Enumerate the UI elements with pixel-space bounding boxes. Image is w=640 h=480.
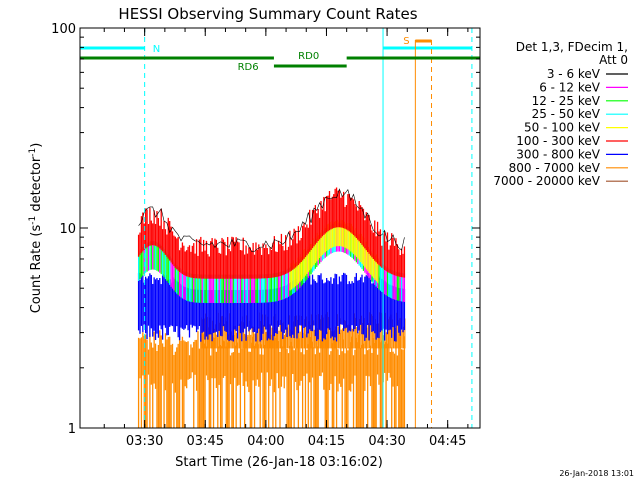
axes: 03:30 03:45 04:00 04:15 04:30 04:45 1 10 100 <box>51 22 480 449</box>
legend-label: 300 - 800 keV <box>516 147 600 161</box>
series-100-300-kev <box>137 187 406 279</box>
series-3-6-kev-line <box>138 188 405 252</box>
y-tick-label: 100 <box>51 22 76 37</box>
rd0-flag-label: RD0 <box>298 51 319 62</box>
legend-header-line2: Att 0 <box>599 53 628 67</box>
legend-header-line1: Det 1,3, FDecim 1, <box>516 40 628 54</box>
legend-label: 12 - 25 keV <box>532 94 601 108</box>
legend-label: 7000 - 20000 keV <box>493 174 600 188</box>
x-tick-label: 04:00 <box>247 434 284 449</box>
saa-flag-label: S <box>403 36 409 47</box>
legend-label: 100 - 300 keV <box>516 134 600 148</box>
rd6-flag-label: RD6 <box>238 62 259 73</box>
series-3-6-kev <box>138 188 405 252</box>
x-tick-label: 04:30 <box>368 434 405 449</box>
legend-label: 25 - 50 keV <box>532 107 601 121</box>
data-area <box>137 187 406 428</box>
y-tick-label: 1 <box>68 422 76 437</box>
legend-label: 3 - 6 keV <box>547 67 601 81</box>
y-tick-label: 10 <box>59 222 76 237</box>
flag-area: N S RD0 RD6 <box>79 28 480 428</box>
night-flag-label: N <box>153 44 160 55</box>
legend-label: 800 - 7000 keV <box>509 161 601 175</box>
x-tick-label: 03:30 <box>126 434 163 449</box>
x-axis-label: Start Time (26-Jan-18 03:16:02) <box>175 455 383 470</box>
chart-title: HESSI Observing Summary Count Rates <box>118 5 417 23</box>
x-tick-label: 04:45 <box>429 434 466 449</box>
y-axis-label: Count Rate (s-1 detector-1) <box>28 143 44 314</box>
x-tick-label: 03:45 <box>187 434 224 449</box>
footer-date: 26-Jan-2018 13:01 <box>559 469 634 478</box>
legend-label: 50 - 100 keV <box>524 121 601 135</box>
legend-label: 6 - 12 keV <box>539 80 601 94</box>
x-tick-label: 04:15 <box>308 434 345 449</box>
